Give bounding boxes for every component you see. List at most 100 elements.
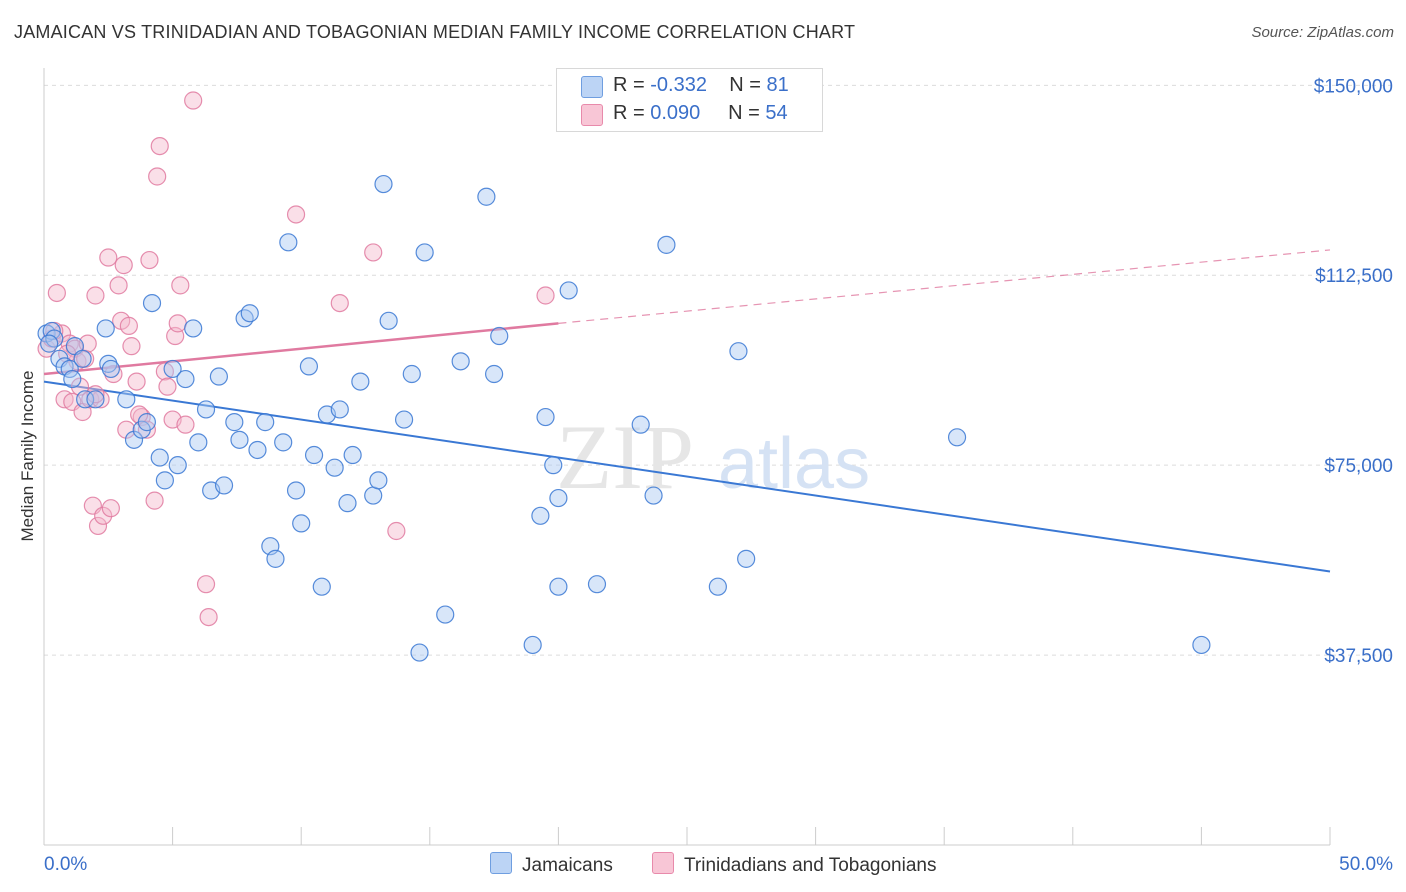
point-jamaican [214, 476, 234, 495]
point-jamaican [1192, 635, 1211, 655]
y-tick-label: $75,000 [1324, 456, 1393, 477]
n-value: 81 [766, 74, 789, 96]
point-jamaican [286, 481, 306, 500]
point-jamaican [559, 281, 578, 300]
point-trinidadian [330, 293, 349, 313]
gridlines [44, 84, 1395, 656]
point-jamaican [137, 413, 156, 432]
point-jamaican [657, 235, 676, 254]
watermark-zip: ZIP [556, 406, 694, 508]
point-jamaican [402, 364, 421, 384]
point-trinidadian [171, 276, 190, 295]
point-jamaican [279, 233, 298, 252]
trendline-trinidadians-extension [558, 249, 1331, 324]
point-trinidadian [88, 516, 108, 536]
point-trinidadian [81, 390, 100, 409]
point-trinidadian [101, 499, 120, 518]
point-jamaican [256, 413, 275, 432]
point-jamaican [266, 549, 285, 568]
point-jamaican [168, 456, 187, 475]
x-tick-label: 0.0% [44, 854, 87, 875]
y-tick-label: $112,500 [1315, 266, 1393, 287]
point-jamaican [209, 367, 228, 386]
point-trinidadian [94, 506, 113, 525]
point-trinidadian [109, 276, 128, 295]
point-jamaican [101, 359, 120, 379]
point-jamaican [737, 549, 756, 568]
series-jamaican-points [37, 174, 1211, 662]
legend-item-jamaicans: Jamaicans [490, 852, 613, 877]
point-jamaican [644, 486, 663, 505]
legend-swatch-blue [581, 76, 603, 98]
point-trinidadian [199, 607, 218, 627]
point-jamaican [76, 390, 95, 409]
chart-title: JAMAICAN VS TRINIDADIAN AND TOBAGONIAN M… [14, 22, 856, 42]
point-trinidadian [286, 205, 306, 224]
point-jamaican [490, 326, 509, 346]
r-value: -0.332 [650, 74, 707, 96]
legend-item-trinidadians: Trinidadians and Tobagonians [652, 852, 936, 877]
point-trinidadian [196, 575, 216, 594]
point-jamaican [379, 311, 398, 330]
trendline-jamaicans [43, 380, 1331, 573]
point-jamaican [40, 334, 59, 353]
point-jamaican [240, 304, 259, 323]
point-jamaican [73, 349, 92, 368]
legend-label-trinidadians: Trinidadians and Tobagonians [684, 855, 937, 876]
r-label: R = [613, 74, 651, 96]
point-jamaican [124, 430, 144, 449]
legend-swatch-blue [490, 852, 512, 874]
point-trinidadian [387, 521, 406, 541]
point-jamaican [631, 415, 650, 434]
watermark-atlas: atlas [718, 424, 870, 504]
point-jamaican [364, 486, 383, 505]
n-value: 54 [765, 102, 788, 124]
point-jamaican [729, 342, 748, 361]
point-trinidadian [184, 91, 203, 110]
point-jamaican [142, 293, 162, 313]
point-jamaican [248, 440, 267, 460]
point-jamaican [587, 575, 607, 594]
point-trinidadian [86, 286, 105, 305]
point-trinidadian [114, 256, 133, 275]
point-jamaican [531, 506, 550, 525]
x-tick-label: 50.0% [1339, 854, 1393, 875]
point-trinidadian [127, 372, 146, 391]
trendlines [43, 249, 1331, 573]
point-trinidadian [148, 167, 167, 186]
point-trinidadian [150, 136, 169, 156]
n-label: N = [728, 102, 766, 124]
point-jamaican [235, 309, 254, 328]
point-jamaican [225, 413, 244, 432]
r-value: 0.090 [650, 102, 701, 124]
point-jamaican [369, 471, 388, 490]
point-jamaican [549, 488, 568, 508]
n-label: N = [729, 74, 767, 96]
point-trinidadian [37, 339, 56, 358]
point-jamaican [343, 445, 362, 465]
y-tick-label: $37,500 [1324, 646, 1393, 667]
point-jamaican [485, 364, 504, 384]
y-axis-label: Median Family Income [18, 370, 37, 541]
watermark: ZIP atlas [556, 406, 870, 508]
legend-swatch-pink [581, 104, 603, 126]
source-credit: Source: ZipAtlas.com [1251, 24, 1394, 41]
point-jamaican [96, 319, 115, 338]
point-trinidadian [176, 415, 195, 434]
point-jamaican [176, 369, 195, 389]
point-jamaican [99, 354, 118, 373]
point-jamaican [330, 400, 349, 419]
point-jamaican [45, 329, 64, 348]
legend-label-jamaicans: Jamaicans [522, 855, 613, 876]
point-jamaican [155, 471, 174, 490]
point-trinidadian [47, 283, 66, 303]
point-jamaican [292, 514, 311, 533]
point-jamaican [544, 456, 563, 475]
point-jamaican [947, 428, 967, 447]
point-jamaican [184, 319, 203, 338]
point-jamaican [338, 494, 357, 513]
point-jamaican [86, 390, 105, 409]
point-trinidadian [140, 250, 159, 270]
point-trinidadian [158, 377, 177, 396]
